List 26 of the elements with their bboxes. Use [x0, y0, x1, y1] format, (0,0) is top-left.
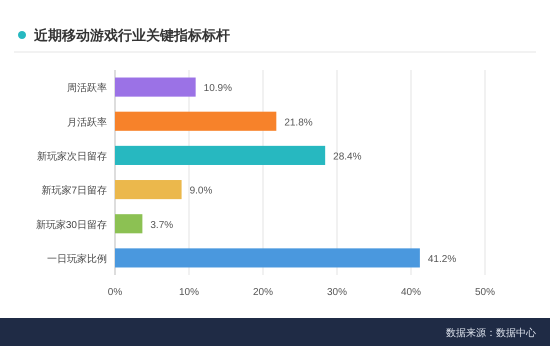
x-tick-label: 20% — [252, 287, 274, 298]
data-label: 28.4% — [333, 151, 362, 162]
y-tick-label: 新玩家次日留存 — [37, 150, 107, 162]
y-tick-label: 一日玩家比例 — [47, 252, 107, 265]
chart-title: 近期移动游戏行业关键指标标杆 — [33, 27, 230, 43]
bar — [115, 112, 276, 131]
bar — [115, 180, 182, 200]
y-tick-label: 新玩家7日留存 — [41, 184, 107, 197]
x-tick-label: 30% — [326, 287, 348, 298]
x-tick-label: 50% — [474, 287, 496, 298]
data-label: 9.0% — [190, 186, 212, 197]
data-label: 10.9% — [204, 83, 232, 94]
bar — [115, 248, 420, 268]
data-label: 41.2% — [428, 254, 456, 265]
bar — [115, 214, 142, 234]
data-label: 21.8% — [284, 117, 313, 128]
bar — [115, 146, 326, 165]
data-label: 3.7% — [150, 220, 174, 231]
x-tick-label: 40% — [400, 287, 422, 298]
y-tick-label: 月活跃率 — [67, 116, 107, 128]
source-note: 数据来源：数据中心 — [446, 327, 536, 339]
y-tick-label: 周活跃率 — [67, 82, 107, 94]
x-tick-label: 10% — [178, 287, 200, 298]
y-tick-label: 新玩家30日留存 — [36, 218, 107, 231]
x-tick-label: 0% — [108, 287, 122, 298]
bar — [115, 78, 196, 97]
